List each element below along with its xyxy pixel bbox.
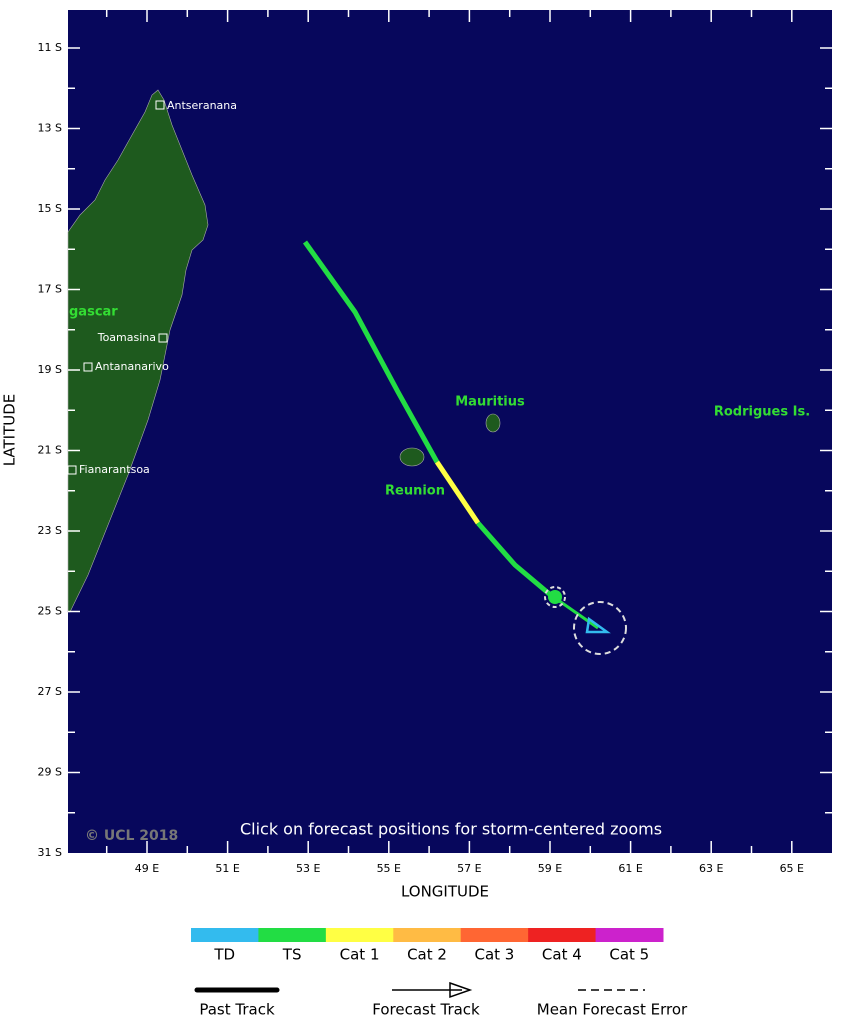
- forecast-track: [554, 596, 599, 630]
- copyright: © UCL 2018: [85, 828, 178, 844]
- current-position[interactable]: [548, 590, 562, 604]
- lon-label: 53 E: [296, 862, 320, 875]
- y-axis-title: LATITUDE: [1, 394, 19, 467]
- track-legend-label: Mean Forecast Error: [537, 1001, 688, 1019]
- city-marker: [83, 362, 93, 372]
- place-label: Fianarantsoa: [79, 463, 150, 476]
- legend-label: TD: [213, 946, 235, 964]
- x-axis-title: LONGITUDE: [401, 883, 489, 901]
- zoom-note: Click on forecast positions for storm-ce…: [240, 820, 662, 839]
- legend-swatch: [325, 928, 394, 942]
- lon-label: 57 E: [457, 862, 481, 875]
- city-marker: [67, 465, 77, 475]
- lat-label: 29 S: [38, 766, 62, 779]
- lat-label: 15 S: [38, 202, 62, 215]
- legend-swatch: [258, 928, 327, 942]
- place-label: Antseranana: [167, 99, 237, 112]
- ticks: [68, 10, 832, 853]
- legend-swatch: [528, 928, 597, 942]
- lon-label: 65 E: [780, 862, 804, 875]
- forecast-arrow-sample: [449, 981, 473, 999]
- legend-label: Cat 4: [542, 946, 582, 964]
- legend-swatch: [393, 928, 462, 942]
- lat-label: 19 S: [38, 363, 62, 376]
- lon-label: 49 E: [135, 862, 159, 875]
- lat-label: 23 S: [38, 524, 62, 537]
- track-legend-label: Past Track: [199, 1001, 275, 1019]
- lat-label: 31 S: [38, 846, 62, 859]
- track-legend-label: Forecast Track: [372, 1001, 480, 1019]
- place-label: Mauritius: [455, 395, 525, 410]
- map-area: [68, 10, 832, 853]
- lat-label: 25 S: [38, 605, 62, 618]
- legend-label: Cat 3: [474, 946, 514, 964]
- legend-swatch: [595, 928, 664, 942]
- track-ts: [302, 240, 440, 464]
- place-label: Toamasina: [97, 331, 156, 344]
- legend-label: Cat 5: [609, 946, 649, 964]
- lat-label: 13 S: [38, 122, 62, 135]
- legend-swatch: [460, 928, 529, 942]
- reunion-island: [399, 447, 425, 467]
- legend-swatch: [191, 928, 259, 942]
- place-label: gascar: [69, 305, 118, 320]
- place-label: Reunion: [385, 484, 445, 499]
- error-circle: [544, 586, 566, 608]
- city-marker: [158, 333, 168, 343]
- lat-label: 17 S: [38, 283, 62, 296]
- lon-label: 51 E: [215, 862, 239, 875]
- error-circle: [573, 601, 627, 655]
- lat-label: 27 S: [38, 685, 62, 698]
- lon-label: 63 E: [699, 862, 723, 875]
- legend-label: TS: [282, 946, 302, 964]
- legend-label: Cat 2: [407, 946, 447, 964]
- city-marker: [155, 100, 165, 110]
- lat-label: 21 S: [38, 444, 62, 457]
- mauritius-island: [485, 413, 501, 433]
- forecast-position[interactable]: [585, 616, 611, 634]
- lon-label: 55 E: [377, 862, 401, 875]
- track-cat1: [434, 460, 481, 525]
- madagascar: [67, 89, 209, 613]
- legend-label: Cat 1: [340, 946, 380, 964]
- lon-label: 59 E: [538, 862, 562, 875]
- lat-label: 11 S: [38, 41, 62, 54]
- place-label: Rodrigues Is.: [714, 405, 810, 420]
- lon-label: 61 E: [618, 862, 642, 875]
- place-label: Antananarivo: [95, 360, 169, 373]
- track-ts: [476, 521, 555, 599]
